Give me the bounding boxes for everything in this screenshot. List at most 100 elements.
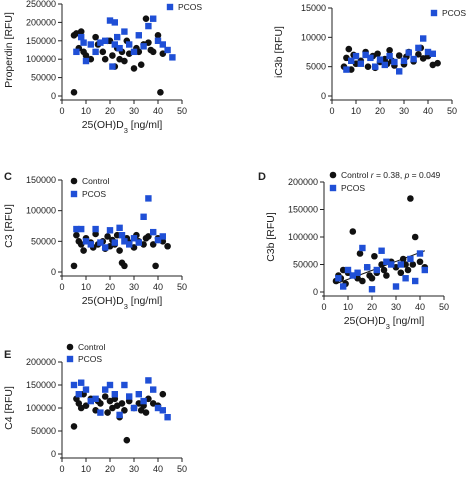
pcos-point [340,283,347,290]
pcos-point [111,391,118,398]
pcos-point [410,55,417,63]
panel-c: 0 50000 100000 150000 0 10 20 30 40 50 25(OH)D3 [n… [3,171,187,311]
x-tick-label: 50 [439,302,449,312]
x-axis-label: 25(OH)D3 [ng/ml] [344,315,425,331]
pcos-point [354,269,361,276]
x-tick-label: 30 [391,302,401,312]
pcos-point [82,386,90,393]
pcos-point [154,404,162,412]
y-tick-label: 0 [51,91,56,101]
legend-pcos-marker [166,3,174,11]
x-tick-label: 50 [177,464,187,474]
pcos-point [424,48,432,56]
pcos-point [82,238,90,245]
pcos-point [106,381,114,389]
pcos-point [364,264,371,271]
x-axis-label: 25(OH)D3 [ng/ml] [82,295,163,311]
pcos-point [78,225,85,233]
pcos-point [429,50,436,57]
legend-control-marker [70,177,78,185]
pcos-point [97,39,104,46]
x-tick-label: 40 [153,282,163,292]
control-point [386,46,393,54]
control-point [404,266,412,274]
pcos-point [349,272,356,279]
pcos-point [80,39,87,46]
legend-label: PCOS [442,8,466,18]
panel-a: 0 50000 100000 150000 200000 250000 0 10 20 30 40 5… [3,0,202,135]
control-point [121,57,128,65]
control-point [371,252,378,260]
pcos-point [154,37,162,44]
control-point [70,423,78,430]
control-point [434,59,441,67]
pcos-point [82,57,90,65]
y-tick-label: 50000 [31,426,56,436]
x-tick-label: 20 [105,106,115,116]
pcos-point [73,225,80,233]
pcos-point [392,283,400,290]
pcos-point [159,41,166,48]
pcos-point [348,57,355,64]
pcos-point [343,66,350,73]
control-point [104,409,111,416]
pcos-point [114,33,121,41]
pcos-point [373,266,380,274]
pcos-point [421,266,428,274]
pcos-point [97,239,104,246]
legend-label: Control [82,176,110,186]
control-point [99,48,107,56]
pcos-point [396,68,403,75]
y-tick-label: 150000 [26,380,56,390]
legend-pcos-marker [329,184,337,192]
pcos-point [169,54,176,61]
y-tick-label: 5000 [306,62,326,72]
pcos-point [407,255,414,263]
control-point [364,63,372,70]
control-point [374,50,381,58]
x-tick-label: 10 [81,282,91,292]
pcos-point [87,241,94,248]
pcos-point [78,33,85,41]
pcos-point [130,48,138,56]
x-tick-label: 0 [59,464,64,474]
pcos-point [140,397,147,405]
y-axis-label: C4 [RFU] [3,386,15,430]
pcos-point [97,409,104,416]
pcos-point [381,61,388,69]
pcos-point [154,236,162,244]
panel-b: 0 5000 10000 15000 0 10 20 30 40 50 iC3b [RFU] PCOS [273,3,466,116]
y-tick-label: 100000 [26,206,56,216]
pcos-point [135,239,142,246]
y-tick-label: 10000 [301,32,326,42]
pcos-point [92,395,99,402]
control-point [416,258,424,266]
legend-label: PCOS [78,354,102,364]
x-tick-label: 40 [153,464,163,474]
panel-d: 0 50000 100000 150000 200000 0 10 20 30 40 50 25(OH… [258,170,449,331]
legend-label: PCOS [341,183,365,193]
control-point [118,400,126,407]
pcos-point [92,48,99,56]
panel-e: 0 50000 100000 150000 200000 0 10 20 30 40 50 C4 [R… [3,342,187,474]
pcos-point [102,386,109,393]
control-point [356,250,364,257]
pcos-point [150,228,157,236]
pcos-point [420,35,427,42]
pcos-point [116,224,123,232]
legend: Control PCOS [66,342,106,364]
y-axis-label: C3b [RFU] [265,212,277,262]
pcos-point [150,15,157,22]
control-point [80,247,87,254]
pcos-point [75,391,82,398]
control-point [109,52,116,59]
pcos-point [135,391,142,398]
y-tick-label: 200000 [288,177,318,187]
legend-control-marker [66,343,74,351]
y-tick-label: 100000 [26,54,56,64]
y-tick-label: 50000 [31,73,56,83]
pcos-point [118,232,126,239]
x-tick-label: 40 [423,106,433,116]
